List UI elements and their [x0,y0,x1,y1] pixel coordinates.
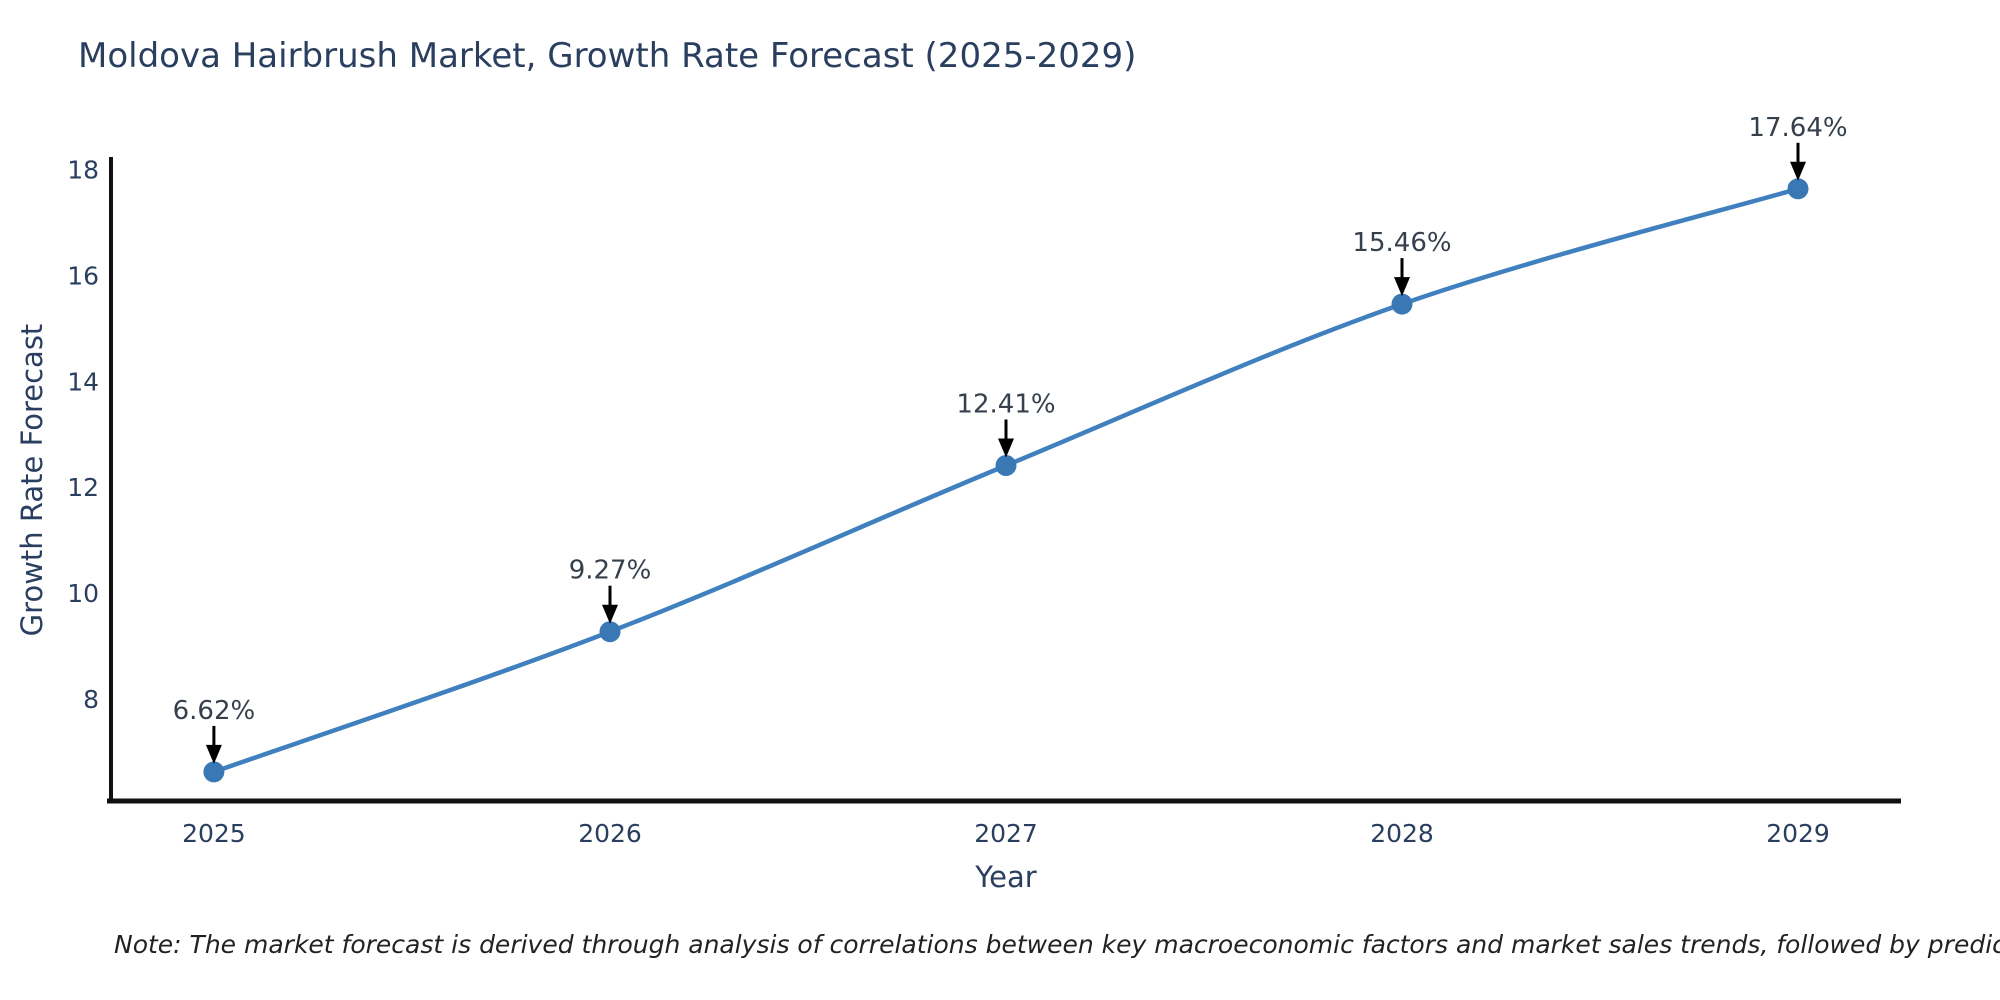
y-tick-label: 14 [67,367,99,396]
annotation-arrow-head [998,438,1014,458]
x-tick-label: 2029 [1766,819,1830,848]
data-point-label: 15.46% [1352,228,1451,258]
x-tick-label: 2025 [182,819,246,848]
y-tick-label: 12 [67,473,99,502]
y-tick-label: 8 [83,685,99,714]
x-tick-label: 2026 [578,819,642,848]
data-point-label: 9.27% [569,556,652,586]
data-point-marker [599,621,621,643]
y-tick-label: 18 [67,156,99,185]
trace-line [211,186,1801,775]
y-tick-label: 10 [67,579,99,608]
data-point-marker [203,761,225,783]
y-axis-title: Growth Rate Forecast [15,323,49,637]
data-point-label: 17.64% [1748,113,1847,143]
y-tick-label: 16 [67,262,99,291]
chart-title: Moldova Hairbrush Market, Growth Rate Fo… [78,36,1137,76]
data-point-label: 12.41% [956,390,1055,420]
annotation-arrow-head [1394,277,1410,297]
x-tick-label: 2027 [974,819,1038,848]
annotation-arrow-head [1790,161,1806,181]
data-point-marker [1787,178,1809,200]
x-axis-title: Year [975,860,1037,894]
x-tick-label: 2028 [1370,819,1434,848]
annotation-arrow-head [205,744,222,764]
data-point-marker [995,455,1017,476]
data-point-marker [1391,293,1413,315]
annotation-arrow-head [602,604,618,624]
data-point-label: 6.62% [173,696,256,726]
footnote: Note: The market forecast is derived thr… [114,930,2000,959]
